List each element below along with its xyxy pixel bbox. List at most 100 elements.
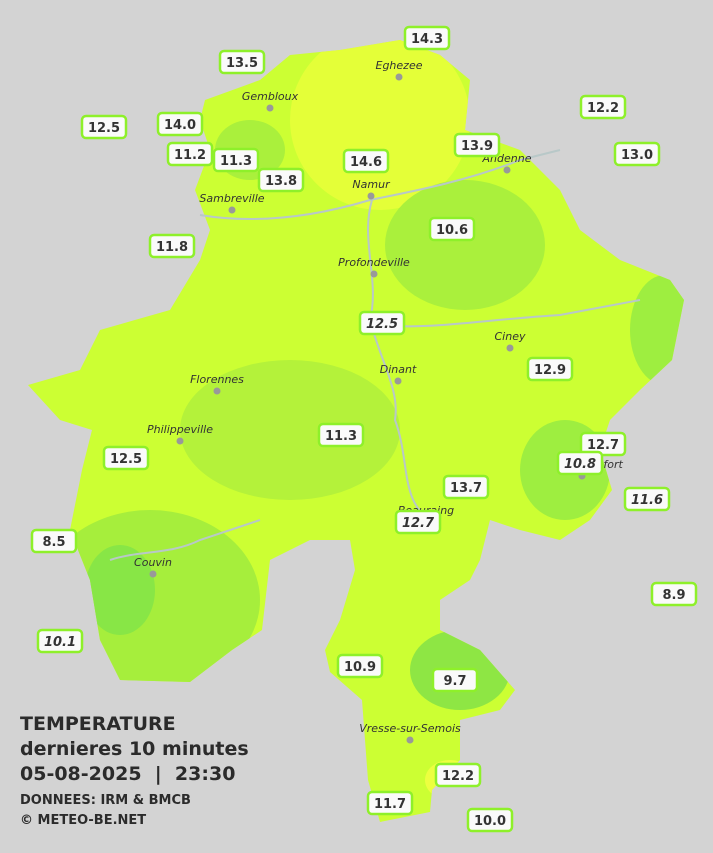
caption-title: TEMPERATURE xyxy=(20,713,176,735)
temperature-reading: 13.0 xyxy=(613,141,661,167)
temperature-reading: 12.5 xyxy=(80,114,128,140)
reading-box xyxy=(30,528,78,554)
temperature-reading: 11.6 xyxy=(623,486,671,512)
reading-value: 9.7 xyxy=(443,674,466,689)
city-dot xyxy=(213,387,221,395)
temperature-reading: 9.7 xyxy=(431,667,479,693)
reading-box xyxy=(317,422,365,448)
reading-value: 14.0 xyxy=(164,118,196,133)
city-label: Dinant xyxy=(380,363,417,376)
temperature-reading: 12.5 xyxy=(358,310,406,336)
reading-value: 12.2 xyxy=(442,769,474,784)
reading-value: 10.9 xyxy=(344,660,376,675)
reading-value: 12.5 xyxy=(366,317,398,332)
city-dot xyxy=(395,73,403,81)
city-label: Couvin xyxy=(134,556,172,569)
reading-box xyxy=(80,114,128,140)
temperature-reading: 12.2 xyxy=(434,762,482,788)
reading-value: 10.1 xyxy=(44,635,76,650)
reading-box xyxy=(526,356,574,382)
reading-box xyxy=(257,167,305,193)
temperature-reading: 12.9 xyxy=(526,356,574,382)
reading-value: 11.3 xyxy=(220,154,252,169)
reading-box xyxy=(556,450,604,476)
temperature-reading: 12.5 xyxy=(102,445,150,471)
temperature-reading: 12.2 xyxy=(579,94,627,120)
reading-value: 13.0 xyxy=(621,148,653,163)
reading-value: 10.0 xyxy=(474,814,506,829)
city-label: Ciney xyxy=(495,330,526,343)
reading-box xyxy=(442,474,490,500)
reading-value: 12.7 xyxy=(402,516,435,531)
reading-value: 8.9 xyxy=(662,588,685,603)
reading-box xyxy=(212,147,260,173)
temperature-reading: 10.8 xyxy=(556,450,604,476)
city-dot xyxy=(506,344,514,352)
reading-box xyxy=(650,581,698,607)
caption-source: DONNEES: IRM & BMCB xyxy=(20,793,191,808)
city-dot xyxy=(266,104,274,112)
temperature-reading: 13.9 xyxy=(453,132,501,158)
temperature-reading: 13.7 xyxy=(442,474,490,500)
reading-box xyxy=(453,132,501,158)
caption-subtitle: dernieres 10 minutes xyxy=(20,738,249,760)
reading-box xyxy=(428,216,476,242)
reading-value: 12.2 xyxy=(587,101,619,116)
city-label: Gembloux xyxy=(242,90,299,103)
temperature-reading: 10.1 xyxy=(36,628,84,654)
city-label: Profondeville xyxy=(338,256,410,269)
city-dot xyxy=(149,570,157,578)
reading-box xyxy=(434,762,482,788)
city-dot xyxy=(176,437,184,445)
reading-box xyxy=(336,653,384,679)
reading-box xyxy=(358,310,406,336)
temperature-reading: 11.2 xyxy=(166,141,214,167)
caption-credit: © METEO-BE.NET xyxy=(20,813,146,828)
city-label: Namur xyxy=(352,178,391,191)
reading-value: 11.8 xyxy=(156,240,188,255)
reading-box xyxy=(166,141,214,167)
reading-value: 11.7 xyxy=(374,797,406,812)
reading-value: 10.8 xyxy=(564,457,596,472)
reading-box xyxy=(623,486,671,512)
temperature-reading: 14.0 xyxy=(156,111,204,137)
reading-box xyxy=(403,25,451,51)
temperature-reading: 8.5 xyxy=(30,528,78,554)
reading-value: 11.2 xyxy=(174,148,206,163)
city-dot xyxy=(406,736,414,744)
temperature-reading: 11.3 xyxy=(317,422,365,448)
temperature-reading: 14.6 xyxy=(342,148,390,174)
reading-value: 13.8 xyxy=(265,174,297,189)
reading-box xyxy=(218,49,266,75)
reading-value: 11.3 xyxy=(325,429,357,444)
temperature-reading: 14.3 xyxy=(403,25,451,51)
reading-box xyxy=(148,233,196,259)
reading-box xyxy=(394,509,442,535)
temperature-reading: 10.0 xyxy=(466,807,514,833)
city-label: Eghezee xyxy=(376,59,423,72)
reading-value: 12.5 xyxy=(110,452,142,467)
reading-value: 13.9 xyxy=(461,139,493,154)
city-dot xyxy=(367,192,375,200)
city-dot xyxy=(228,206,236,214)
reading-value: 14.3 xyxy=(411,32,443,47)
reading-box xyxy=(613,141,661,167)
city-label: Sambreville xyxy=(199,192,264,205)
reading-value: 12.7 xyxy=(587,438,619,453)
reading-box xyxy=(342,148,390,174)
reading-box xyxy=(102,445,150,471)
temperature-reading: 10.6 xyxy=(428,216,476,242)
reading-box xyxy=(156,111,204,137)
reading-box xyxy=(466,807,514,833)
reading-value: 8.5 xyxy=(42,535,65,550)
reading-value: 12.9 xyxy=(534,363,566,378)
reading-box xyxy=(431,667,479,693)
caption-date: 05-08-2025 | 23:30 xyxy=(20,763,235,785)
temperature-reading: 13.8 xyxy=(257,167,305,193)
temperature-reading: 10.9 xyxy=(336,653,384,679)
temperature-reading: 12.7 xyxy=(394,509,442,535)
city-dot xyxy=(503,166,511,174)
reading-box xyxy=(579,94,627,120)
reading-value: 11.6 xyxy=(631,493,663,508)
